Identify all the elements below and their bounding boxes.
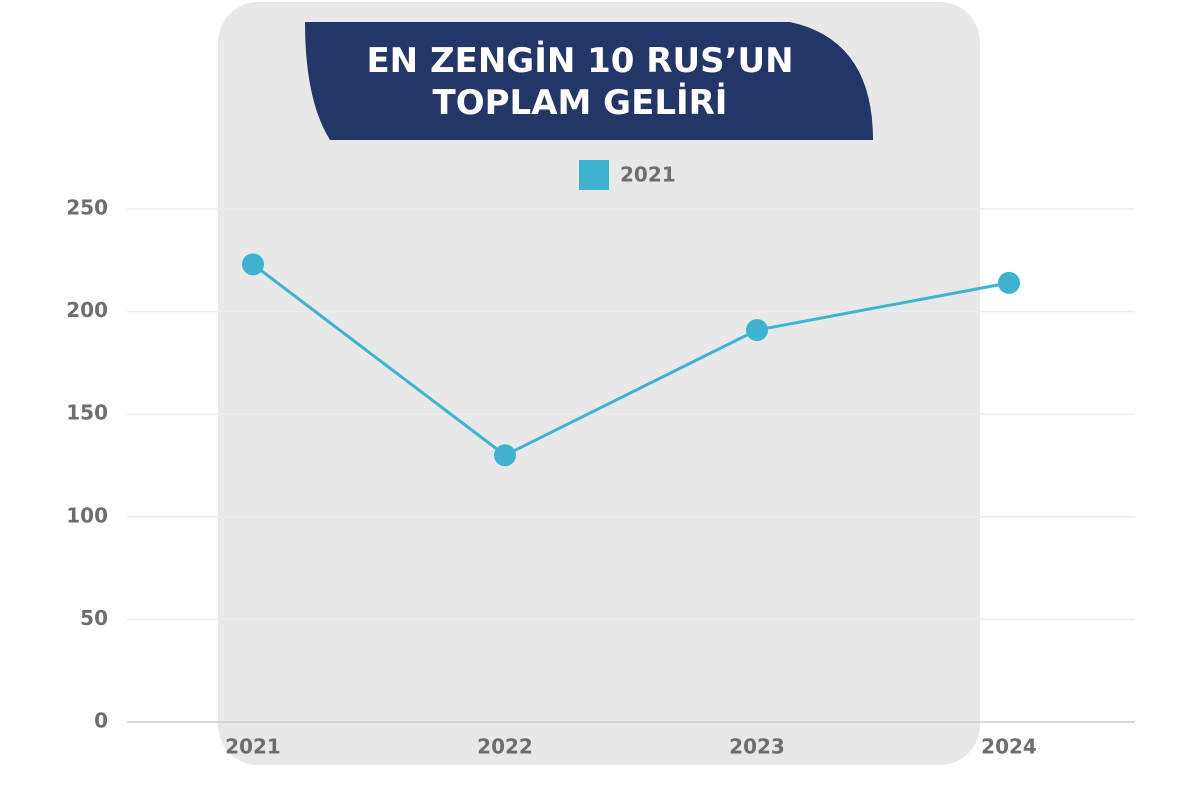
point — [494, 444, 516, 467]
line — [252, 263, 1010, 457]
point — [242, 253, 264, 276]
chart-title: EN ZENGİN 10 RUS’UN TOPLAM GELİRİ — [366, 41, 794, 123]
point — [998, 271, 1020, 294]
y-tick-label: 250 — [66, 196, 108, 220]
background-panel — [218, 2, 980, 765]
y-tick-label: 100 — [66, 503, 108, 527]
x-tick-label: 2023 — [729, 735, 785, 759]
y-tick-label: 200 — [66, 298, 108, 322]
y-tick-label: 50 — [80, 606, 108, 630]
x-tick-label: 2022 — [477, 735, 533, 759]
title-banner — [305, 22, 873, 140]
x-tick-label: 2021 — [225, 735, 281, 759]
legend-label: 2021 — [620, 163, 676, 187]
y-tick-label: 150 — [66, 401, 108, 425]
legend-swatch — [579, 160, 609, 190]
point — [746, 319, 768, 342]
x-tick-label: 2024 — [981, 735, 1037, 759]
y-tick-label: 0 — [94, 709, 108, 733]
